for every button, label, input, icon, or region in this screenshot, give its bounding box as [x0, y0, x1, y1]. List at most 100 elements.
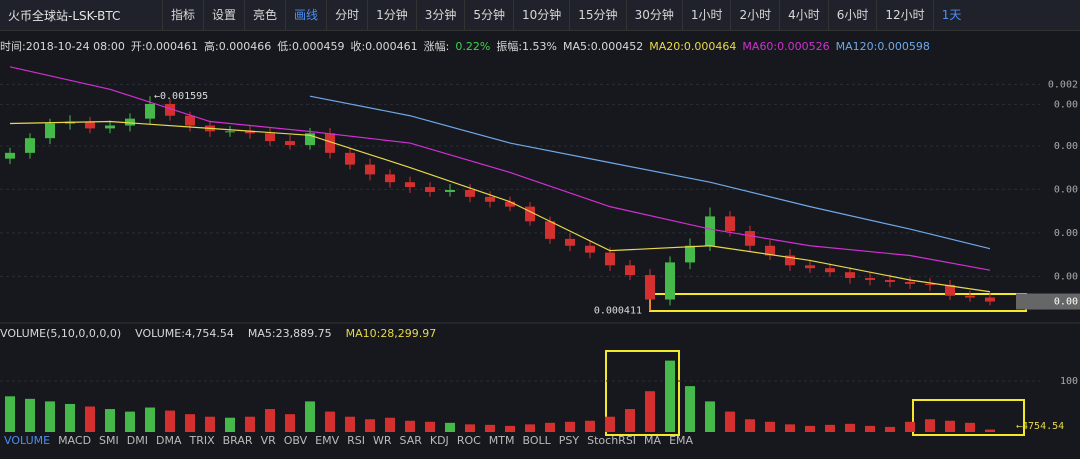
tool-button[interactable]: 设置	[203, 0, 244, 30]
candle-body	[705, 216, 715, 246]
volume-bar	[885, 426, 895, 432]
candle-body	[685, 245, 695, 263]
volume-bar	[225, 417, 235, 432]
interval-button[interactable]: 6小时	[827, 0, 877, 30]
info-item: MA120:0.000598	[835, 40, 930, 53]
y-tick-label: 0.00	[1054, 184, 1078, 195]
indicator-tab[interactable]: PSY	[558, 434, 580, 447]
candle-body	[25, 138, 35, 153]
interval-button[interactable]: 3分钟	[415, 0, 465, 30]
volume-bar	[305, 401, 315, 432]
volume-bar	[85, 406, 95, 432]
indicator-tab[interactable]: BOLL	[522, 434, 551, 447]
interval-button[interactable]: 10分钟	[513, 0, 569, 30]
interval-button[interactable]: 1小时	[681, 0, 731, 30]
interval-button[interactable]: 4小时	[779, 0, 828, 30]
volume-bar	[445, 422, 455, 432]
volume-bar	[785, 424, 795, 432]
indicator-tab[interactable]: EMA	[669, 434, 694, 447]
candle-body	[125, 118, 135, 126]
y-tick-label: 0.00	[1054, 141, 1078, 152]
indicator-tab[interactable]: KDJ	[429, 434, 449, 447]
volume-bar	[205, 416, 215, 432]
candle-body	[745, 231, 755, 246]
indicator-tab[interactable]: SAR	[399, 434, 422, 447]
volume-bar	[365, 419, 375, 432]
indicator-tab[interactable]: DMI	[126, 434, 148, 447]
candle-body	[725, 216, 735, 232]
info-item: 振幅:1.53%	[496, 40, 557, 53]
candle-body	[865, 277, 875, 280]
candle-body	[605, 252, 615, 266]
volume-bar	[725, 411, 735, 432]
interval-button[interactable]: 5分钟	[464, 0, 513, 30]
indicator-tab[interactable]: MTM	[488, 434, 515, 447]
info-item: 涨幅:	[423, 40, 450, 53]
indicator-tab[interactable]: VOLUME	[4, 434, 51, 447]
indicator-tab[interactable]: OBV	[283, 434, 308, 447]
last-price-box	[1016, 293, 1080, 310]
indicator-tab[interactable]: ROC	[456, 434, 481, 447]
interval-button[interactable]: 分时	[326, 0, 367, 30]
indicator-tab[interactable]: WR	[372, 434, 392, 447]
volume-bar	[925, 419, 935, 432]
ma-line	[309, 95, 991, 250]
volume-bar	[765, 421, 775, 432]
indicator-tab[interactable]: MACD	[58, 434, 92, 447]
interval-button[interactable]: 1天	[932, 0, 970, 30]
candle-body	[245, 131, 255, 134]
volume-bar	[385, 417, 395, 432]
candle-body	[645, 275, 655, 300]
volume-bar	[965, 422, 975, 432]
candle-body	[105, 125, 115, 129]
volume-bar	[745, 419, 755, 432]
interval-button[interactable]: 30分钟	[625, 0, 682, 30]
indicator-tab[interactable]: RSI	[347, 434, 365, 447]
candle-body	[985, 297, 995, 302]
candle-body	[385, 174, 395, 183]
interval-button[interactable]: 15分钟	[569, 0, 625, 30]
candle-body	[145, 103, 155, 119]
volume-bar	[685, 386, 695, 432]
last-price-label: 0.00	[1054, 297, 1078, 308]
low-annotation: 0.000411	[594, 306, 642, 317]
candle-body	[325, 133, 335, 153]
volume-bar	[505, 425, 515, 432]
candle-body	[5, 152, 15, 159]
indicator-tab[interactable]: TRIX	[189, 434, 215, 447]
volume-title: VOLUME(5,10,0,0,0,0)	[0, 327, 122, 340]
volume-bar	[345, 416, 355, 432]
candle-body	[925, 283, 935, 285]
interval-button[interactable]: 1分钟	[367, 0, 416, 30]
candle-body	[945, 284, 955, 296]
volume-bar	[845, 423, 855, 432]
candle-body	[185, 115, 195, 126]
tool-button[interactable]: 指标	[162, 0, 203, 30]
toolbar: 火币全球站-LSK-BTC 指标 设置 亮色 画线 分时 1分钟 3分钟 5分钟 10分钟 15分钟…	[0, 0, 1080, 31]
indicator-tab[interactable]: VR	[260, 434, 276, 447]
indicator-tab[interactable]: EMV	[315, 434, 340, 447]
indicator-tab[interactable]: DMA	[155, 434, 182, 447]
candle-body	[265, 133, 275, 142]
indicator-tab[interactable]: BRAR	[222, 434, 253, 447]
volume-bar	[985, 429, 995, 432]
candle-body	[365, 164, 375, 175]
candle-body	[505, 201, 515, 207]
volume-bar	[945, 420, 955, 432]
candle-body	[885, 279, 895, 282]
indicator-tab[interactable]: MA	[644, 434, 662, 447]
tool-button[interactable]: 亮色	[244, 0, 285, 30]
indicator-tab[interactable]: StochRSI	[587, 434, 637, 447]
volume-bar	[585, 420, 595, 432]
indicator-tab[interactable]: SMI	[99, 434, 119, 447]
info-item: 开:0.000461	[130, 40, 199, 53]
candle-body	[905, 281, 915, 284]
info-item: 时间:2018-10-24 08:00	[0, 40, 125, 53]
interval-button[interactable]: 12小时	[876, 0, 932, 30]
interval-button[interactable]: 2小时	[730, 0, 779, 30]
candle-body	[785, 255, 795, 266]
volume-bar	[905, 421, 915, 432]
symbol[interactable]: 火币全球站-LSK-BTC	[8, 8, 121, 23]
tool-button[interactable]: 画线	[285, 0, 326, 30]
